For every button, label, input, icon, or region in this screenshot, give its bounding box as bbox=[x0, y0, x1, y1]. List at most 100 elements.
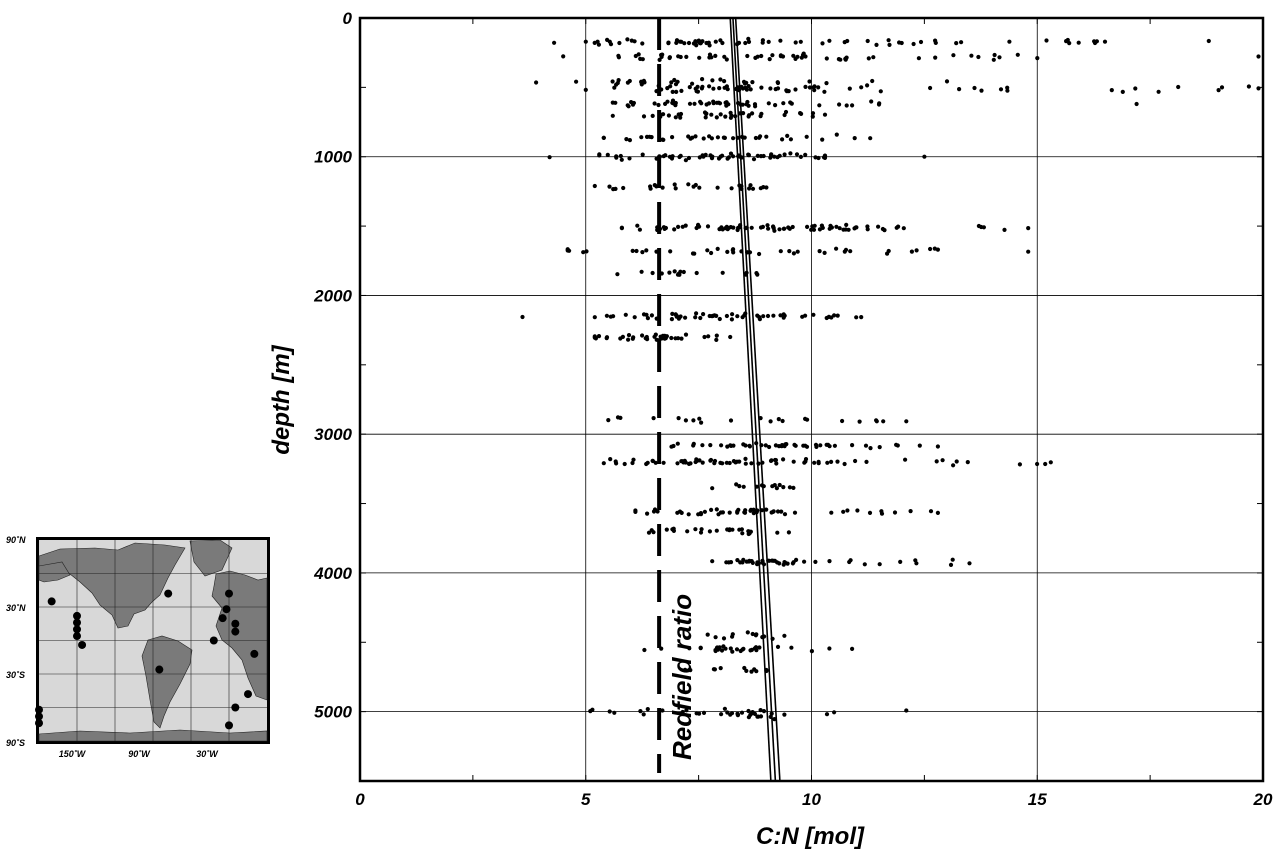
data-point bbox=[835, 459, 840, 464]
regression-line bbox=[729, 17, 772, 782]
data-point bbox=[668, 84, 673, 89]
data-point bbox=[746, 39, 752, 45]
data-point bbox=[794, 557, 799, 563]
data-point bbox=[739, 710, 745, 715]
data-point bbox=[859, 85, 864, 90]
data-point bbox=[784, 89, 790, 94]
data-point bbox=[676, 336, 681, 341]
data-point bbox=[788, 137, 794, 142]
data-point bbox=[640, 57, 645, 62]
data-point bbox=[772, 558, 778, 563]
data-point bbox=[626, 104, 631, 109]
data-point bbox=[759, 111, 764, 116]
data-point bbox=[786, 225, 791, 230]
data-point bbox=[705, 224, 711, 229]
data-point bbox=[813, 155, 818, 160]
data-point bbox=[726, 155, 732, 160]
data-point bbox=[715, 246, 720, 251]
station-marker bbox=[225, 721, 233, 730]
map-lat-labels: 90˚N 30˚N 30˚S 90˚S bbox=[6, 535, 26, 748]
data-point bbox=[710, 78, 715, 83]
data-point bbox=[1219, 85, 1225, 90]
data-point bbox=[686, 134, 691, 139]
data-point bbox=[744, 87, 750, 92]
data-point bbox=[859, 315, 864, 320]
data-point bbox=[771, 313, 776, 318]
data-point bbox=[834, 132, 839, 137]
data-point bbox=[832, 443, 838, 448]
data-point bbox=[765, 313, 771, 319]
data-point bbox=[745, 630, 750, 635]
data-point bbox=[753, 135, 759, 141]
data-point bbox=[813, 442, 819, 447]
data-point bbox=[876, 224, 881, 229]
data-point bbox=[669, 444, 674, 449]
data-point bbox=[778, 313, 783, 318]
data-point bbox=[757, 135, 762, 140]
data-point bbox=[944, 79, 950, 84]
data-point bbox=[765, 223, 770, 228]
data-point bbox=[909, 249, 915, 254]
data-point bbox=[678, 54, 683, 60]
data-point bbox=[878, 89, 883, 94]
data-point bbox=[758, 708, 763, 713]
data-point bbox=[874, 42, 879, 48]
station-marker bbox=[35, 719, 43, 728]
data-point bbox=[854, 315, 859, 320]
data-point bbox=[935, 247, 941, 252]
x-tick-label: 20 bbox=[1253, 790, 1273, 809]
data-point bbox=[625, 80, 631, 85]
data-point bbox=[778, 249, 783, 254]
data-point bbox=[881, 419, 886, 424]
data-point bbox=[1102, 39, 1108, 44]
data-point bbox=[753, 55, 758, 61]
data-point bbox=[729, 186, 734, 191]
data-point bbox=[750, 80, 755, 85]
data-point bbox=[714, 507, 719, 512]
data-point bbox=[693, 527, 698, 532]
data-point bbox=[583, 39, 588, 44]
data-point bbox=[607, 709, 612, 714]
data-point bbox=[822, 153, 828, 158]
plot-frame bbox=[358, 16, 1265, 783]
data-point bbox=[698, 530, 704, 535]
data-point bbox=[934, 459, 939, 464]
data-point bbox=[1043, 461, 1048, 467]
data-point bbox=[711, 86, 716, 91]
data-point bbox=[766, 226, 771, 231]
data-point bbox=[777, 482, 782, 488]
data-point bbox=[755, 714, 760, 719]
data-point bbox=[648, 186, 653, 191]
data-point bbox=[650, 458, 655, 463]
data-point bbox=[748, 648, 753, 653]
data-point bbox=[618, 153, 623, 159]
data-point bbox=[752, 646, 758, 651]
data-point bbox=[608, 457, 613, 462]
data-point bbox=[824, 81, 829, 86]
data-point bbox=[879, 511, 885, 516]
data-point bbox=[713, 53, 718, 59]
data-point bbox=[728, 712, 733, 717]
data-point bbox=[782, 112, 787, 118]
data-point bbox=[740, 560, 745, 565]
data-point bbox=[734, 647, 740, 652]
data-point bbox=[715, 135, 721, 140]
regression-line bbox=[734, 17, 781, 782]
data-point bbox=[623, 312, 628, 317]
data-point bbox=[672, 269, 677, 274]
data-point bbox=[903, 457, 908, 462]
data-point bbox=[917, 443, 922, 448]
data-point bbox=[847, 86, 852, 91]
data-point bbox=[816, 459, 821, 464]
data-point bbox=[712, 313, 717, 318]
data-point bbox=[775, 155, 780, 160]
data-point bbox=[922, 154, 927, 159]
data-point bbox=[677, 272, 682, 277]
data-point bbox=[637, 227, 643, 232]
data-point bbox=[735, 713, 741, 718]
data-point bbox=[791, 485, 796, 490]
data-point bbox=[619, 225, 625, 230]
data-point bbox=[710, 559, 715, 564]
data-point bbox=[865, 38, 870, 44]
data-point bbox=[767, 444, 772, 450]
